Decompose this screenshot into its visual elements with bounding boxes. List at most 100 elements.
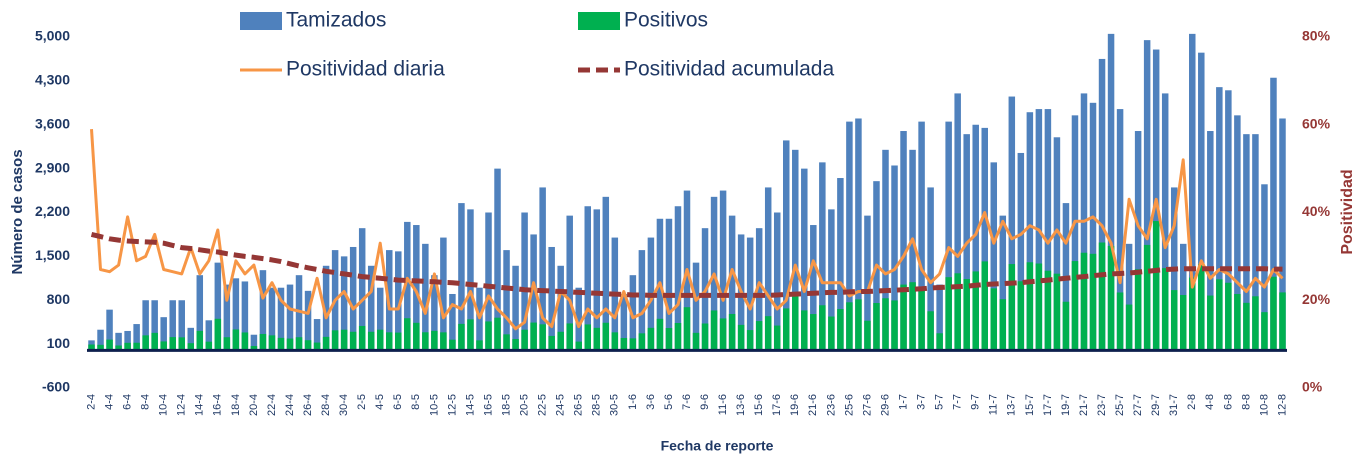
bar — [232, 329, 240, 351]
bar — [1216, 279, 1223, 351]
y-tick-label: 4,300 — [35, 72, 70, 88]
x-tick-label: 2-8 — [1186, 394, 1198, 410]
bar — [1053, 273, 1061, 351]
bar — [954, 93, 961, 351]
x-tick-label: 19-6 — [789, 394, 801, 416]
bar — [891, 165, 898, 351]
bar — [476, 340, 483, 351]
legend-swatch — [240, 12, 282, 30]
x-tick-label: 14-4 — [194, 394, 206, 416]
y2-tick-label: 80% — [1302, 28, 1331, 44]
bar — [1252, 296, 1259, 351]
bar — [467, 209, 474, 351]
bar — [286, 338, 294, 351]
bar — [548, 335, 555, 351]
bar — [223, 284, 231, 351]
bar — [395, 251, 402, 351]
bar — [746, 330, 754, 351]
x-tick-label: 9-7 — [970, 394, 982, 410]
bar — [990, 288, 998, 351]
x-tick-label: 26-5 — [573, 394, 585, 416]
bar — [178, 337, 185, 351]
bar — [801, 310, 808, 351]
bar — [773, 212, 781, 351]
bar — [124, 342, 131, 351]
bar — [115, 332, 122, 351]
bar — [349, 331, 357, 351]
y-tick-label: 2,900 — [35, 159, 70, 175]
bar — [1207, 295, 1214, 351]
x-tick-label: 11-6 — [717, 394, 729, 415]
legend-label: Positivos — [624, 9, 708, 32]
bar — [512, 265, 519, 351]
bar — [638, 333, 646, 351]
bar — [1234, 115, 1241, 351]
x-tick-label: 17-7 — [1042, 394, 1054, 416]
bar — [259, 270, 267, 351]
x-tick-label: 20-4 — [248, 394, 260, 416]
bar — [999, 215, 1007, 351]
x-tick-label: 16-4 — [212, 394, 224, 416]
bar — [205, 320, 213, 351]
y-tick-label: 2,200 — [35, 203, 70, 219]
bar — [530, 234, 537, 351]
bar — [665, 218, 673, 351]
bar — [801, 168, 808, 351]
bar — [1161, 268, 1169, 351]
bar — [1089, 102, 1097, 351]
bar — [142, 335, 149, 351]
bar — [764, 316, 772, 351]
bar — [422, 332, 429, 351]
bar — [169, 300, 176, 351]
bar — [142, 300, 149, 351]
bar — [376, 287, 384, 351]
bar — [656, 318, 664, 351]
bar — [124, 330, 131, 351]
bar — [1134, 269, 1142, 351]
bar — [160, 341, 167, 351]
bar — [431, 275, 438, 351]
bar — [602, 322, 610, 351]
bar — [728, 215, 736, 351]
bar — [358, 228, 366, 351]
bar — [1071, 261, 1079, 351]
bar — [990, 162, 998, 351]
bar — [367, 265, 375, 351]
bar — [106, 339, 113, 351]
bar — [882, 298, 889, 351]
bar — [367, 331, 375, 351]
legend-label: Positividad diaria — [286, 58, 445, 81]
y-tick-label: 5,000 — [35, 28, 70, 44]
bar — [1044, 109, 1052, 351]
x-tick-label: 15-7 — [1024, 394, 1036, 416]
bar — [1017, 152, 1025, 351]
bar — [503, 334, 510, 351]
x-tick-label: 11-7 — [988, 394, 1000, 415]
bar — [259, 333, 267, 351]
bar — [539, 187, 546, 351]
bar — [494, 317, 501, 351]
bar — [1179, 294, 1187, 351]
legend-label: Positividad acumulada — [624, 58, 834, 81]
bar — [566, 215, 573, 351]
bar — [340, 256, 348, 351]
bar — [250, 346, 258, 351]
bar — [440, 332, 447, 351]
bar — [322, 265, 330, 351]
bar — [1044, 270, 1052, 351]
x-tick-label: 28-4 — [320, 394, 332, 416]
bar — [1125, 304, 1133, 351]
bar — [1080, 252, 1088, 351]
bar — [846, 121, 853, 351]
x-tick-label: 24-4 — [284, 394, 296, 416]
x-tick-label: 17-6 — [771, 394, 783, 416]
bar — [855, 118, 862, 351]
x-tick-label: 20-5 — [519, 394, 531, 416]
bar — [629, 338, 637, 351]
line — [90, 231, 1283, 298]
bar — [295, 275, 303, 351]
bar — [151, 300, 158, 351]
bar — [358, 325, 366, 351]
bar — [764, 187, 772, 351]
x-tick-label: 21-7 — [1078, 394, 1090, 416]
